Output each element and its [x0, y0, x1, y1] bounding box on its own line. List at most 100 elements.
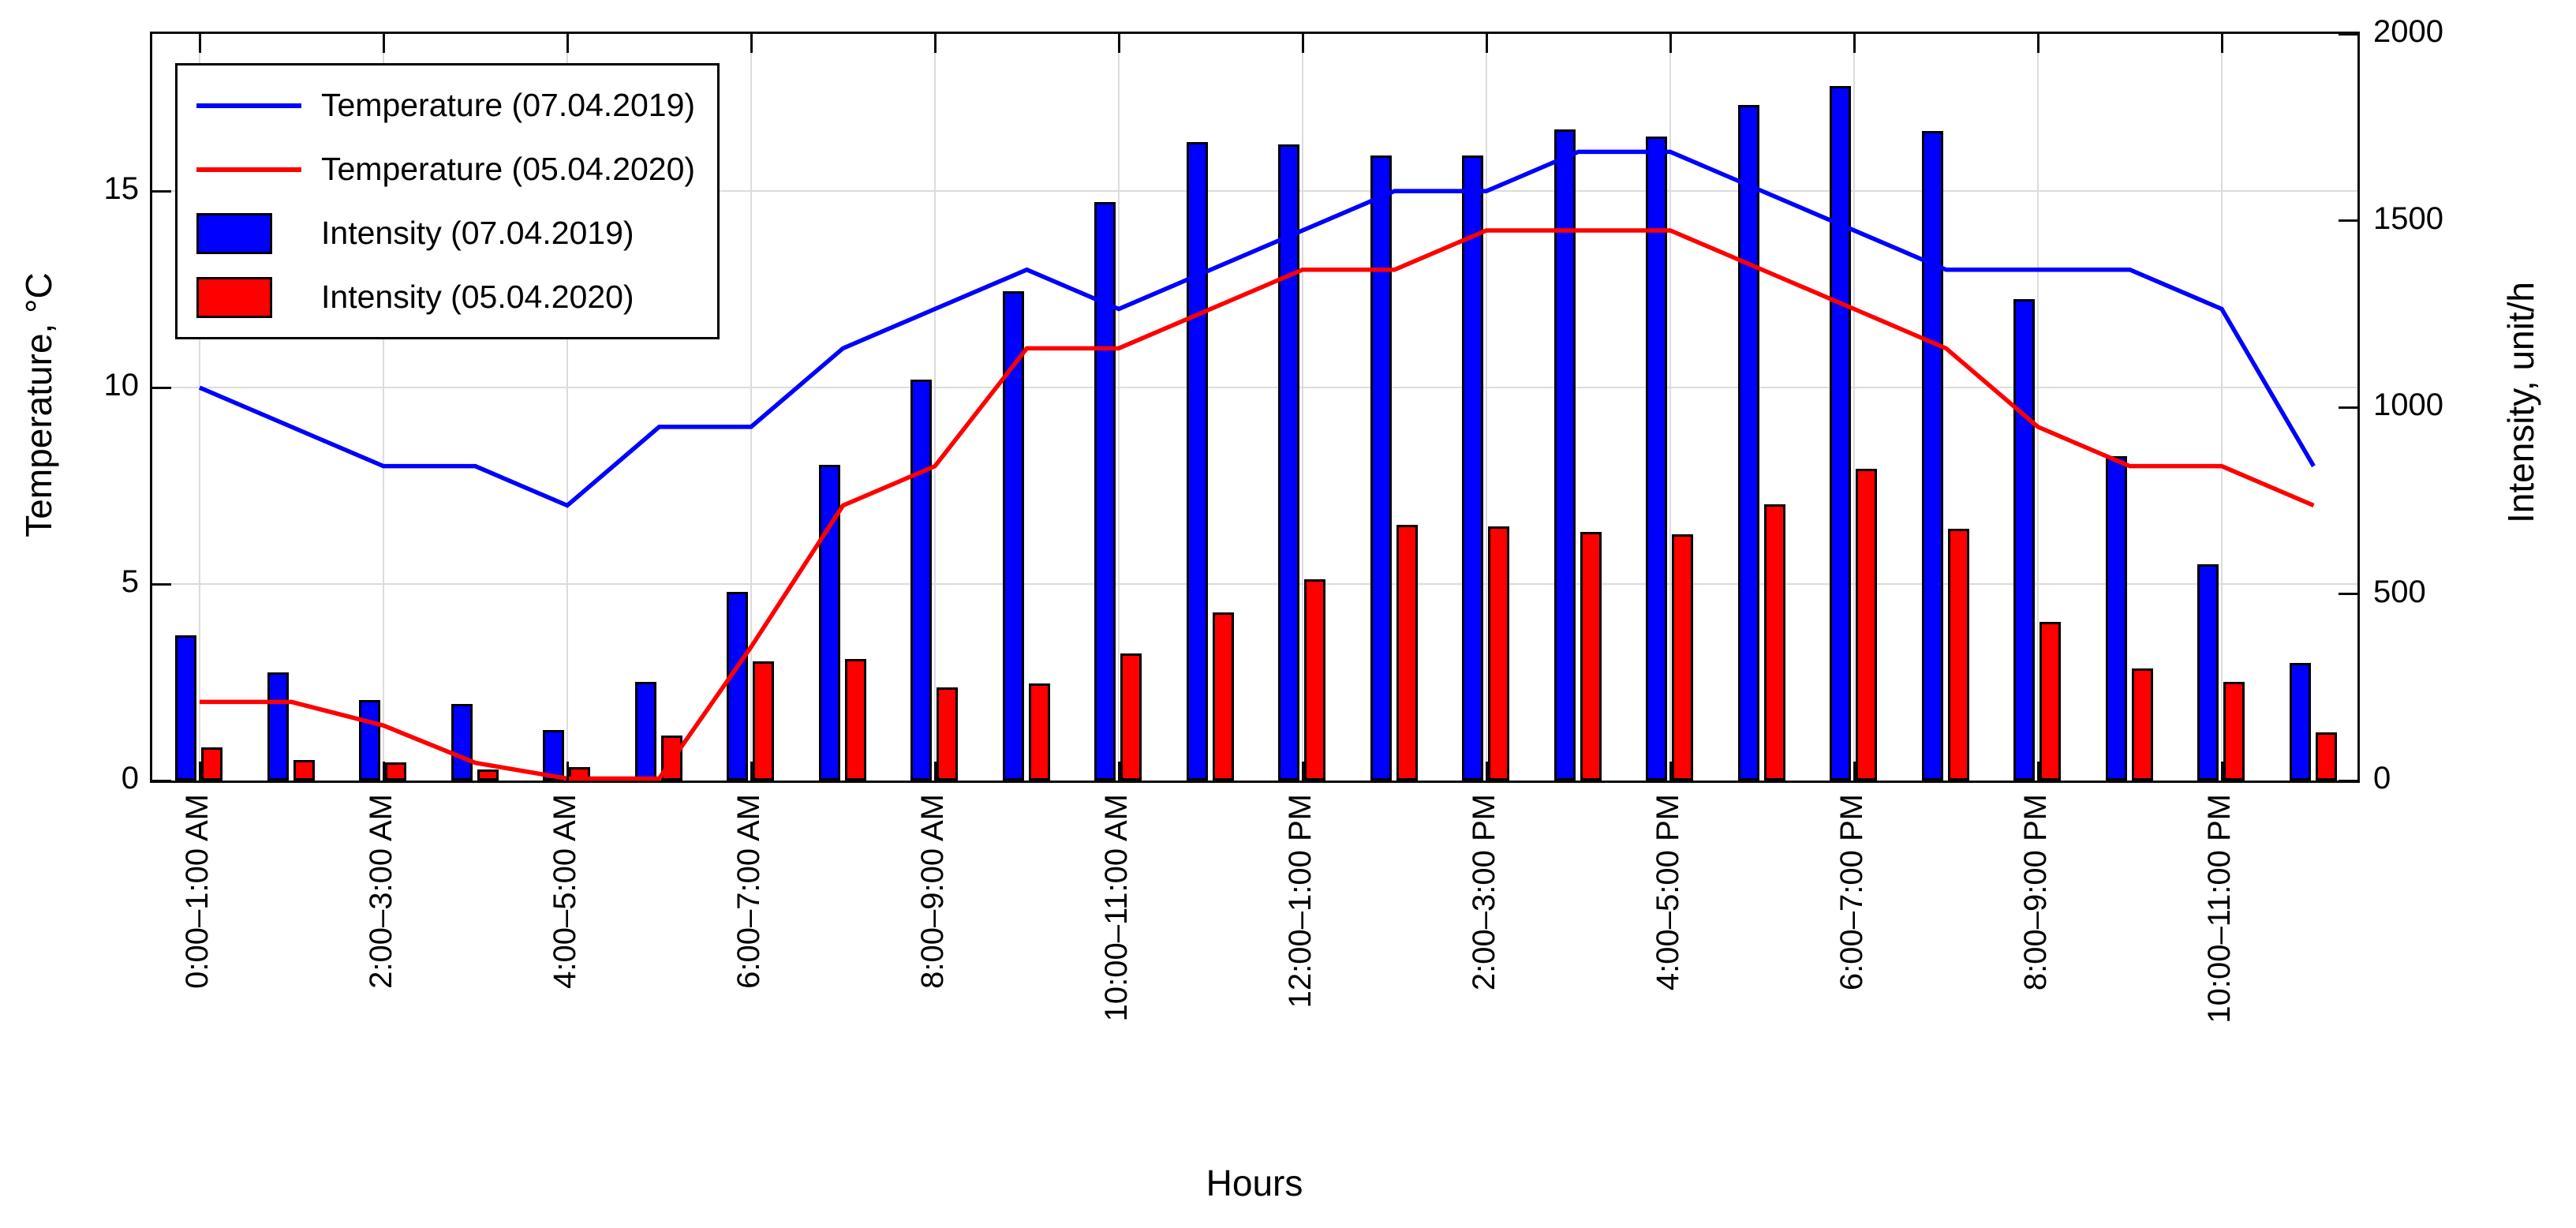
x-tick-mark-bottom — [1485, 762, 1488, 781]
bar-intensity-2020 — [753, 661, 774, 781]
x-tick-mark-top — [750, 34, 753, 53]
x-tick-label: 10:00–11:00 PM — [2202, 794, 2237, 1024]
x-tick-mark-top — [1301, 34, 1304, 53]
bar-intensity-2020 — [2131, 668, 2153, 781]
x-tick-label: 6:00–7:00 PM — [1834, 794, 1869, 991]
x-tick-label: 6:00–7:00 AM — [731, 794, 766, 989]
grid-line-horizontal — [152, 387, 2357, 389]
grid-line-vertical — [383, 34, 384, 781]
x-tick-mark-bottom — [2220, 762, 2223, 781]
y-right-tick-mark — [2339, 32, 2357, 36]
y-left-tick-mark — [152, 582, 171, 586]
x-tick-mark-top — [1485, 34, 1488, 53]
bar-intensity-2020 — [2039, 621, 2061, 781]
x-tick-mark-top — [1117, 34, 1120, 53]
bar-intensity-2019 — [910, 379, 932, 781]
x-tick-label: 4:00–5:00 PM — [1651, 794, 1685, 991]
x-tick-mark-bottom — [1669, 762, 1672, 781]
y-right-tick-mark — [2339, 593, 2357, 595]
x-tick-mark-top — [933, 34, 937, 53]
x-tick-label: 0:00–1:00 AM — [180, 794, 215, 989]
x-tick-mark-bottom — [1853, 762, 1856, 781]
bar-intensity-2020 — [385, 762, 406, 781]
bar-intensity-2020 — [1304, 578, 1325, 781]
grid-line-vertical — [1853, 34, 1855, 781]
x-tick-mark-top — [2220, 34, 2223, 53]
grid-line-horizontal — [152, 190, 2357, 193]
temperature-line-2020 — [200, 228, 2315, 781]
grid-line-vertical — [1302, 34, 1303, 781]
x-tick-label: 4:00–5:00 AM — [548, 794, 582, 989]
y-right-axis-label: Intensity, unit/h — [2500, 282, 2541, 523]
x-tick-mark-bottom — [1117, 762, 1120, 781]
bar-intensity-2019 — [634, 681, 656, 781]
y-left-tick-mark — [152, 779, 171, 782]
bar-intensity-2019 — [451, 704, 473, 781]
temperature-line-2019 — [198, 149, 2316, 508]
x-tick-mark-bottom — [566, 762, 569, 781]
bar-intensity-2020 — [1028, 683, 1050, 781]
x-tick-label: 8:00–9:00 AM — [915, 794, 950, 989]
bar-intensity-2020 — [937, 687, 958, 781]
bar-intensity-2019 — [1921, 130, 1943, 781]
bar-intensity-2019 — [175, 635, 196, 781]
legend-label: Intensity (05.04.2020) — [321, 279, 634, 315]
x-tick-mark-bottom — [198, 762, 201, 781]
y-right-tick-label: 500 — [2373, 574, 2426, 609]
temperature-lines-layer — [198, 149, 2316, 781]
y-left-tick-mark — [152, 386, 171, 389]
bar-intensity-2020 — [1488, 526, 1509, 781]
bar-intensity-2019 — [1737, 104, 1759, 781]
bar-intensity-2019 — [2105, 455, 2127, 781]
y-left-tick-label: 15 — [103, 171, 140, 207]
x-tick-mark-bottom — [750, 762, 753, 781]
y-left-tick-label: 5 — [121, 564, 139, 600]
bar-intensity-2020 — [1763, 504, 1785, 781]
y-left-tick-label: 10 — [103, 368, 140, 403]
legend-line-sample-red — [196, 167, 321, 172]
bar-intensity-2019 — [2289, 663, 2311, 781]
grid-line-vertical — [1118, 34, 1120, 781]
bar-intensity-2020 — [2223, 681, 2245, 781]
x-tick-mark-bottom — [2036, 762, 2039, 781]
bar-intensity-2020 — [1856, 469, 1877, 781]
x-tick-label: 2:00–3:00 PM — [1467, 794, 1501, 991]
y-right-tick-label: 0 — [2373, 761, 2391, 796]
bar-intensity-2020 — [293, 760, 315, 781]
grid-line-horizontal — [152, 583, 2357, 586]
bar-intensity-2020 — [1120, 653, 1142, 781]
x-tick-label: 10:00–11:00 AM — [1099, 794, 1134, 1022]
legend-item-temperature-2019: Temperature (07.04.2019) — [196, 73, 717, 137]
grid-line-vertical — [1669, 34, 1671, 781]
x-tick-mark-top — [1669, 34, 1672, 53]
x-tick-mark-top — [2036, 34, 2039, 53]
legend-item-temperature-2020: Temperature (05.04.2020) — [196, 137, 717, 201]
grid-line-vertical — [2037, 34, 2039, 781]
x-tick-mark-top — [1853, 34, 1856, 53]
x-tick-mark-top — [566, 34, 569, 53]
legend-bar-swatch-red — [196, 276, 321, 318]
grid-line-vertical — [1486, 34, 1487, 781]
bar-intensity-2020 — [844, 659, 866, 781]
bar-intensity-2020 — [201, 747, 222, 781]
bar-intensity-2019 — [1186, 142, 1208, 781]
x-tick-mark-bottom — [382, 762, 385, 781]
legend-line-sample-blue — [196, 103, 321, 108]
y-right-tick-mark — [2339, 779, 2357, 782]
y-right-tick-label: 1000 — [2373, 387, 2443, 422]
x-tick-mark-top — [382, 34, 385, 53]
bar-intensity-2019 — [2197, 563, 2219, 781]
x-tick-mark-bottom — [933, 762, 937, 781]
bar-intensity-2019 — [267, 672, 289, 781]
x-axis-label: Hours — [1206, 1162, 1303, 1204]
y-right-tick-mark — [2339, 219, 2357, 222]
legend-item-intensity-2020: Intensity (05.04.2020) — [196, 265, 717, 329]
legend: Temperature (07.04.2019) Temperature (05… — [175, 63, 720, 339]
grid-line-vertical — [2221, 34, 2223, 781]
bar-intensity-2020 — [1212, 612, 1234, 781]
x-tick-mark-top — [198, 34, 201, 53]
y-right-tick-mark — [2339, 406, 2357, 409]
grid-line-vertical — [934, 34, 936, 781]
bar-intensity-2020 — [1580, 532, 1602, 781]
y-right-tick-label: 2000 — [2373, 14, 2443, 49]
